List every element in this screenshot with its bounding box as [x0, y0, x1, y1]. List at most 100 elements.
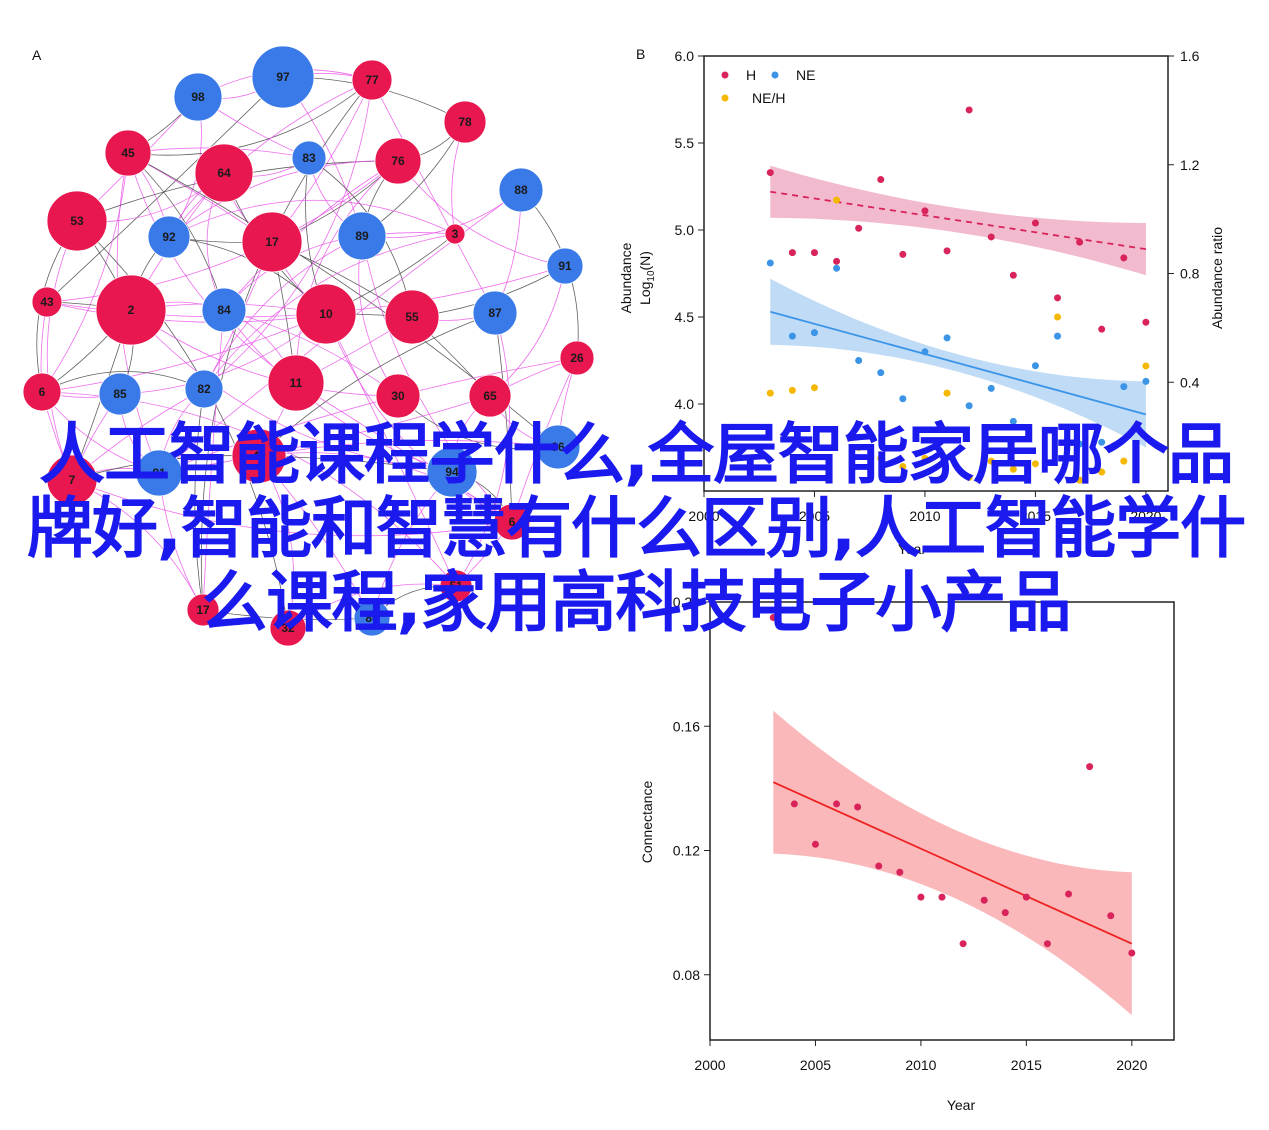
network-node: 87: [472, 290, 518, 336]
network-node: 76: [374, 137, 422, 185]
network-node: 11: [267, 354, 325, 412]
h-point: [965, 106, 973, 114]
network-node: 65: [468, 374, 512, 418]
network-edge: [494, 312, 513, 523]
h-point: [987, 233, 995, 241]
h-point: [1031, 219, 1039, 227]
network-node: 94: [426, 446, 478, 498]
ne-point: [766, 259, 774, 267]
node-circle: [46, 454, 98, 506]
connectance-y-label: Connectance: [639, 781, 655, 864]
network-edge: [168, 199, 456, 238]
node-label: 49: [252, 449, 266, 463]
node-label: 98: [191, 90, 205, 104]
node-label: 94: [445, 465, 459, 479]
h-point: [1054, 294, 1062, 302]
network-edge: [295, 160, 399, 384]
node-label: 26: [570, 351, 584, 365]
neh-point: [1098, 468, 1106, 476]
h-point: [921, 207, 929, 215]
node-circle: [186, 593, 220, 627]
connectance-point: [875, 862, 883, 870]
node-circle: [95, 274, 167, 346]
network-node: 64: [194, 143, 254, 203]
ne-point: [877, 369, 885, 377]
neh-point: [965, 473, 973, 481]
node-label: 92: [162, 230, 176, 244]
neh-point: [1031, 460, 1039, 468]
x-tick-label: 2005: [799, 508, 830, 524]
abundance-y-label-line2: Log10(N): [637, 251, 657, 305]
network-edge: [41, 152, 129, 393]
connectance-point: [1086, 763, 1094, 771]
overlay-title: 人工智能课程学什么,全屋智能家居哪个品牌好,智能和智慧有什么区别,人工智能学什么…: [26, 416, 1246, 641]
abundance-chart: B 2000 2005 2010 2015 2020 4.0 4.5 5.0 5.5 6.0 0.4…: [618, 46, 1225, 557]
network-node: 26: [559, 340, 595, 376]
node-circle: [546, 247, 584, 285]
connectance-point: [854, 803, 862, 811]
ne-point: [1076, 440, 1084, 448]
node-label: 3: [452, 227, 459, 241]
network-node: 43: [31, 286, 63, 318]
connectance-axes: 2000 2005 2010 2015 2020 0.08 0.12 0.16 0.20: [673, 594, 1148, 1073]
y2-tick-label: 1.6: [1180, 48, 1200, 64]
connectance-point: [980, 896, 988, 904]
node-label: 17: [196, 603, 210, 617]
network-node: 55: [384, 289, 440, 345]
node-circle: [384, 289, 440, 345]
legend-neh-marker: [721, 94, 729, 102]
x-tick-label: 2005: [800, 1057, 831, 1073]
node-label: 17: [265, 235, 279, 249]
node-circle: [291, 140, 327, 176]
node-circle: [351, 59, 393, 101]
neh-point: [855, 444, 863, 451]
neh-point: [1142, 362, 1150, 370]
h-point: [877, 176, 885, 184]
node-circle: [439, 569, 473, 603]
network-node: 92: [147, 215, 191, 259]
ne-point: [855, 357, 863, 364]
network-edge: [46, 220, 78, 481]
y-tick-label: 4.5: [675, 309, 695, 325]
connectance-point: [938, 893, 946, 901]
y2-tick-label: 0.4: [1180, 374, 1200, 390]
node-circle: [173, 72, 223, 122]
node-label: 7: [69, 473, 76, 487]
node-label: 43: [40, 295, 54, 309]
neh-point: [899, 463, 907, 471]
y2-tick-label: 1.2: [1180, 157, 1200, 173]
connectance-point: [1107, 912, 1115, 920]
node-circle: [46, 190, 108, 252]
panel-b-letter: B: [636, 46, 645, 62]
y-tick-label: 0.12: [673, 843, 700, 859]
neh-point: [1120, 457, 1128, 465]
network-node: 86: [353, 599, 391, 637]
node-circle: [98, 372, 142, 416]
network-node: 82: [184, 369, 224, 409]
node-circle: [147, 215, 191, 259]
y2-tick-label: 0.8: [1180, 266, 1200, 282]
network-edge: [295, 382, 513, 523]
h-point: [943, 247, 951, 255]
node-label: 32: [281, 621, 295, 635]
connectance-point: [769, 614, 777, 622]
network-node: 49: [231, 428, 287, 484]
node-circle: [22, 372, 62, 412]
network-node: 53: [46, 190, 108, 252]
node-label: 77: [365, 73, 379, 87]
ne-point: [1142, 377, 1150, 385]
y-tick-label: 0.08: [673, 967, 700, 983]
connectance-point: [917, 893, 925, 901]
ne-point: [833, 264, 841, 272]
legend-neh-label: NE/H: [752, 90, 785, 106]
connectance-point: [1001, 909, 1009, 917]
network-node: 81: [135, 449, 183, 497]
node-circle: [267, 354, 325, 412]
connectance-point: [959, 940, 967, 948]
network-edge: [325, 313, 513, 523]
neh-point: [833, 196, 841, 204]
legend-h-label: H: [746, 67, 756, 83]
node-circle: [135, 449, 183, 497]
node-circle: [104, 129, 152, 177]
